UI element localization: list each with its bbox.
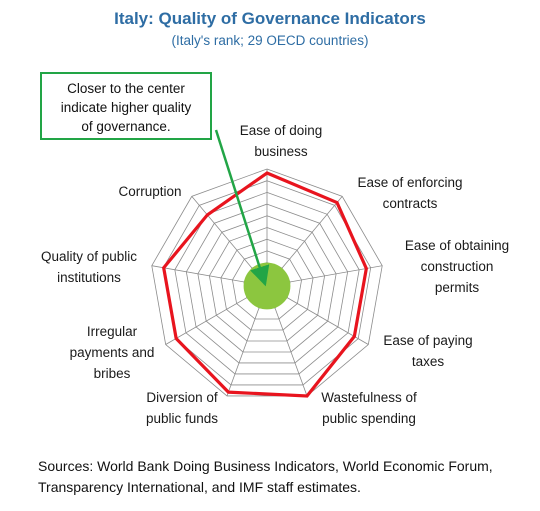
axis-label-quality-of-public-institutions: Quality of public institutions (40, 249, 138, 285)
annotation-line-3: of governance. (81, 119, 171, 134)
grid-ring (197, 215, 337, 353)
grid-ring (174, 191, 360, 375)
axis-label-wastefulness-of-public-spending: Wastefulness of public spending (321, 390, 417, 426)
axis-label-ease-of-doing-business: Ease of doing business (239, 123, 323, 159)
axis-label-corruption: Corruption (118, 184, 182, 199)
chart-subtitle: (Italy's rank; 29 OECD countries) (171, 33, 369, 48)
grid-ring (208, 227, 326, 342)
grid-ring (185, 203, 349, 364)
center-circle (243, 262, 291, 310)
series-line (161, 171, 368, 398)
axis-label-diversion-of-public-funds: Diversion of public funds (145, 390, 219, 426)
axis-label-irregular-payments-and-bribes: Irregular payments and bribes (69, 324, 155, 381)
grid-ring (151, 168, 383, 397)
grid-ring (232, 250, 302, 320)
axis-label-ease-of-paying-taxes: Ease of paying taxes (383, 333, 473, 369)
annotation-arrow (214, 129, 270, 287)
annotation-box: Closer to the center indicate higher qua… (40, 72, 212, 140)
sources-note: Sources: World Bank Doing Business Indic… (38, 458, 493, 495)
chart-title: Italy: Quality of Governance Indicators (114, 9, 426, 28)
annotation-line-2: indicate higher quality (60, 100, 192, 115)
axis-label-ease-of-obtaining-construction-permits: Ease of obtaining construction permits (404, 238, 510, 295)
grid-ring (220, 238, 314, 331)
axis-label-ease-of-enforcing-contracts: Ease of enforcing contracts (357, 175, 463, 211)
annotation-line-1: Closer to the center (67, 81, 185, 96)
